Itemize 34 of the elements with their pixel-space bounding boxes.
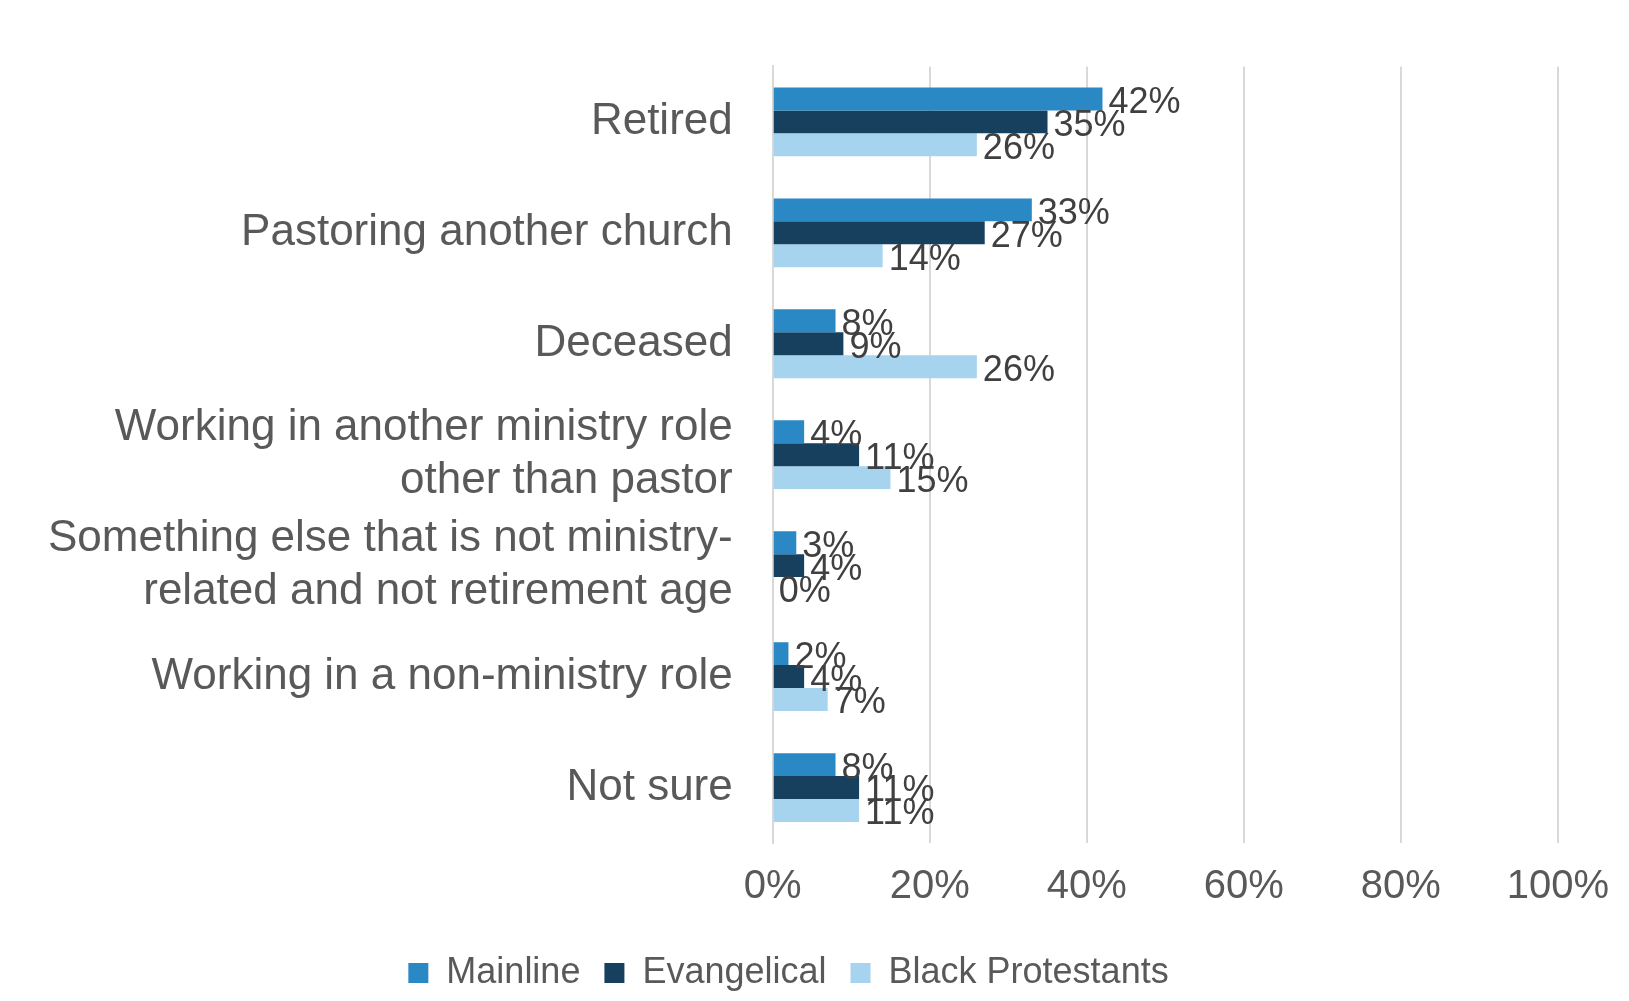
bar	[773, 198, 1032, 222]
x-tick-label: 60%	[1203, 862, 1284, 907]
y-tick-label: Deceased	[534, 315, 733, 365]
legend-label: Evangelical	[642, 949, 827, 991]
bar	[773, 420, 805, 444]
y-tick-label: Something else that is not ministry-related and not retirement age	[47, 511, 733, 614]
bar	[773, 221, 985, 245]
bar	[773, 642, 789, 666]
bar	[773, 133, 977, 157]
legend-label: Black Protestants	[888, 949, 1169, 991]
data-label: 26%	[982, 125, 1055, 167]
y-tick-label: Retired	[590, 94, 733, 144]
data-label: 4%	[810, 412, 863, 454]
y-tick-label: Working in a non-ministry role	[151, 648, 733, 698]
data-label: 14%	[888, 236, 961, 278]
y-tick-label: Working in another ministry role other than pastor	[114, 400, 733, 503]
bar	[773, 87, 1103, 111]
y-tick-label: Not sure	[566, 759, 733, 809]
x-tick-label: 40%	[1046, 862, 1127, 907]
bar	[773, 531, 797, 555]
bar	[773, 244, 883, 268]
x-tick-label: 80%	[1360, 862, 1441, 907]
bar	[773, 332, 844, 356]
x-tick-label: 100%	[1506, 862, 1609, 907]
bar	[773, 554, 805, 578]
bar	[773, 798, 860, 822]
bar	[773, 753, 836, 777]
data-label: 26%	[982, 347, 1055, 389]
x-tick-label: 20%	[889, 862, 970, 907]
legend-label: Mainline	[446, 949, 581, 991]
bar	[773, 309, 836, 333]
y-tick-label: Pastoring another church	[241, 204, 733, 254]
x-tick-label: 0%	[743, 862, 802, 907]
bar	[773, 110, 1048, 134]
